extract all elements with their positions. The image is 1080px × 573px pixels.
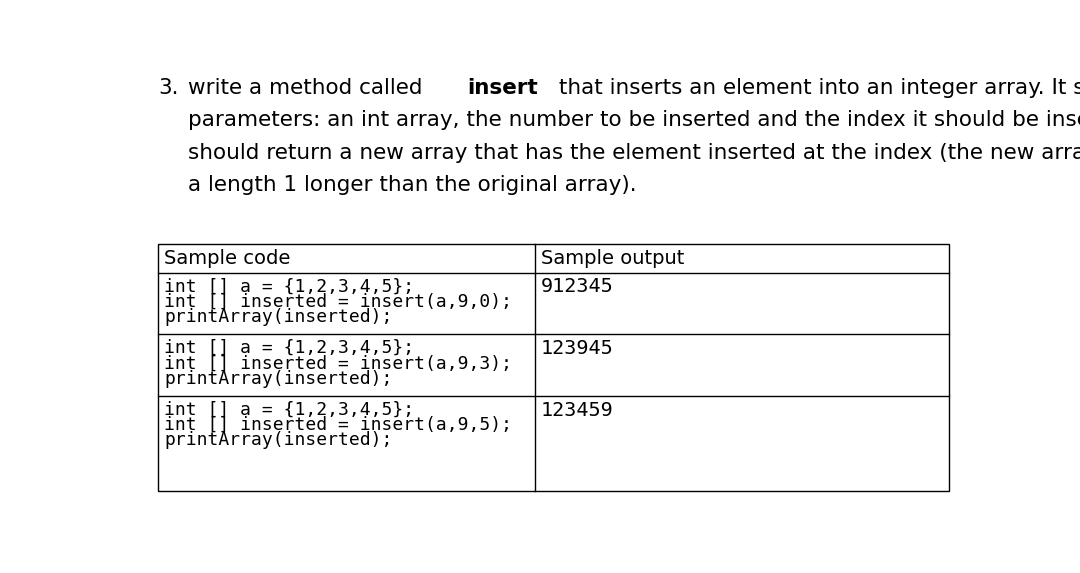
Text: printArray(inserted);: printArray(inserted); [164,431,393,449]
Text: int [] a = {1,2,3,4,5};: int [] a = {1,2,3,4,5}; [164,339,415,357]
Text: parameters: an int array, the number to be inserted and the index it should be i: parameters: an int array, the number to … [188,111,1080,130]
Text: int [] inserted = insert(a,9,3);: int [] inserted = insert(a,9,3); [164,355,512,372]
Text: Sample output: Sample output [541,249,685,268]
Text: 912345: 912345 [541,277,613,296]
Text: 123459: 123459 [541,401,613,419]
Bar [159,244,948,490]
Text: should return a new array that has the element inserted at the index (the new ar: should return a new array that has the e… [188,143,1080,163]
Text: 3.: 3. [159,78,179,98]
Text: int [] a = {1,2,3,4,5};: int [] a = {1,2,3,4,5}; [164,277,415,296]
Text: 123945: 123945 [541,339,613,358]
Text: int [] inserted = insert(a,9,0);: int [] inserted = insert(a,9,0); [164,293,512,311]
Text: that inserts an element into an integer array. It should take 3: that inserts an element into an integer … [552,78,1080,98]
Text: printArray(inserted);: printArray(inserted); [164,370,393,388]
Text: a length 1 longer than the original array).: a length 1 longer than the original arra… [188,175,636,195]
Text: printArray(inserted);: printArray(inserted); [164,308,393,326]
Text: int [] a = {1,2,3,4,5};: int [] a = {1,2,3,4,5}; [164,401,415,419]
Text: insert: insert [468,78,538,98]
Text: int [] inserted = insert(a,9,5);: int [] inserted = insert(a,9,5); [164,416,512,434]
Text: Sample code: Sample code [164,249,291,268]
Text: write a method called: write a method called [188,78,429,98]
